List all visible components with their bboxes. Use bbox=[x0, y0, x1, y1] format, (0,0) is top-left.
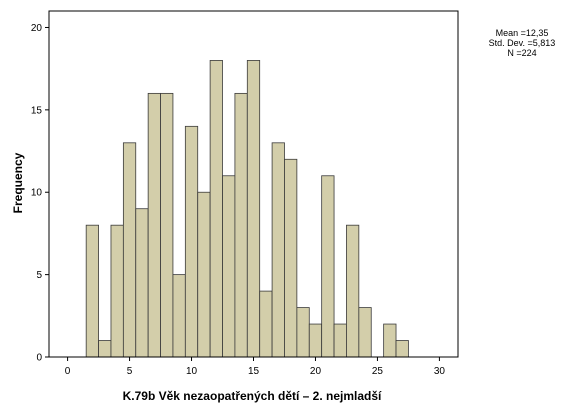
y-tick-label: 20 bbox=[31, 23, 43, 34]
histogram-bar bbox=[395, 340, 409, 358]
x-tick-label: 10 bbox=[186, 366, 198, 377]
histogram-bar bbox=[271, 142, 285, 358]
histogram-bar bbox=[346, 224, 360, 358]
histogram-bar bbox=[308, 323, 323, 358]
histogram-bar bbox=[160, 92, 174, 358]
histogram-bar bbox=[246, 60, 261, 358]
histogram-bar bbox=[147, 92, 161, 358]
histogram-bar bbox=[85, 224, 99, 358]
histogram-bar bbox=[321, 175, 335, 358]
bars-group bbox=[85, 60, 409, 358]
mean-stat: Mean =12,35 bbox=[495, 28, 549, 38]
histogram-bar bbox=[296, 307, 310, 358]
histogram-bar bbox=[284, 158, 298, 358]
y-tick-label: 0 bbox=[36, 353, 42, 364]
x-axis-label: K.79b Věk nezaopatřených dětí – 2. nejml… bbox=[123, 389, 382, 403]
std-dev-stat: Std. Dev. =5,813 bbox=[488, 38, 556, 48]
histogram-bar bbox=[135, 208, 149, 358]
y-axis-ticks: 0 5 10 15 20 bbox=[31, 23, 49, 364]
x-tick-label: 5 bbox=[127, 366, 133, 377]
n-stat: N =224 bbox=[507, 48, 537, 58]
x-tick-label: 15 bbox=[248, 366, 260, 377]
histogram-bar bbox=[259, 290, 273, 358]
x-tick-label: 20 bbox=[310, 366, 322, 377]
histogram-bar bbox=[172, 274, 186, 358]
histogram-bar bbox=[110, 224, 124, 358]
histogram-bar bbox=[98, 340, 112, 358]
y-tick-label: 5 bbox=[36, 270, 42, 281]
y-axis-label: Frequency bbox=[11, 152, 25, 213]
histogram-bar bbox=[358, 307, 372, 358]
histogram-bar bbox=[184, 125, 199, 358]
y-tick-label: 10 bbox=[31, 188, 43, 199]
y-tick-label: 15 bbox=[31, 105, 43, 116]
x-tick-label: 25 bbox=[372, 366, 384, 377]
histogram-bar bbox=[333, 323, 347, 358]
histogram-bar bbox=[122, 142, 137, 358]
statistics-box: Mean =12,35 Std. Dev. =5,813 N =224 bbox=[472, 28, 572, 58]
x-axis-ticks: 0 5 10 15 20 25 30 bbox=[65, 357, 446, 377]
histogram-bar bbox=[197, 191, 211, 358]
histogram-bar bbox=[234, 92, 248, 358]
histogram-bar bbox=[209, 60, 223, 358]
x-tick-label: 0 bbox=[65, 366, 71, 377]
histogram-bar bbox=[222, 175, 236, 358]
histogram-bar bbox=[383, 323, 397, 358]
x-tick-label: 30 bbox=[434, 366, 446, 377]
